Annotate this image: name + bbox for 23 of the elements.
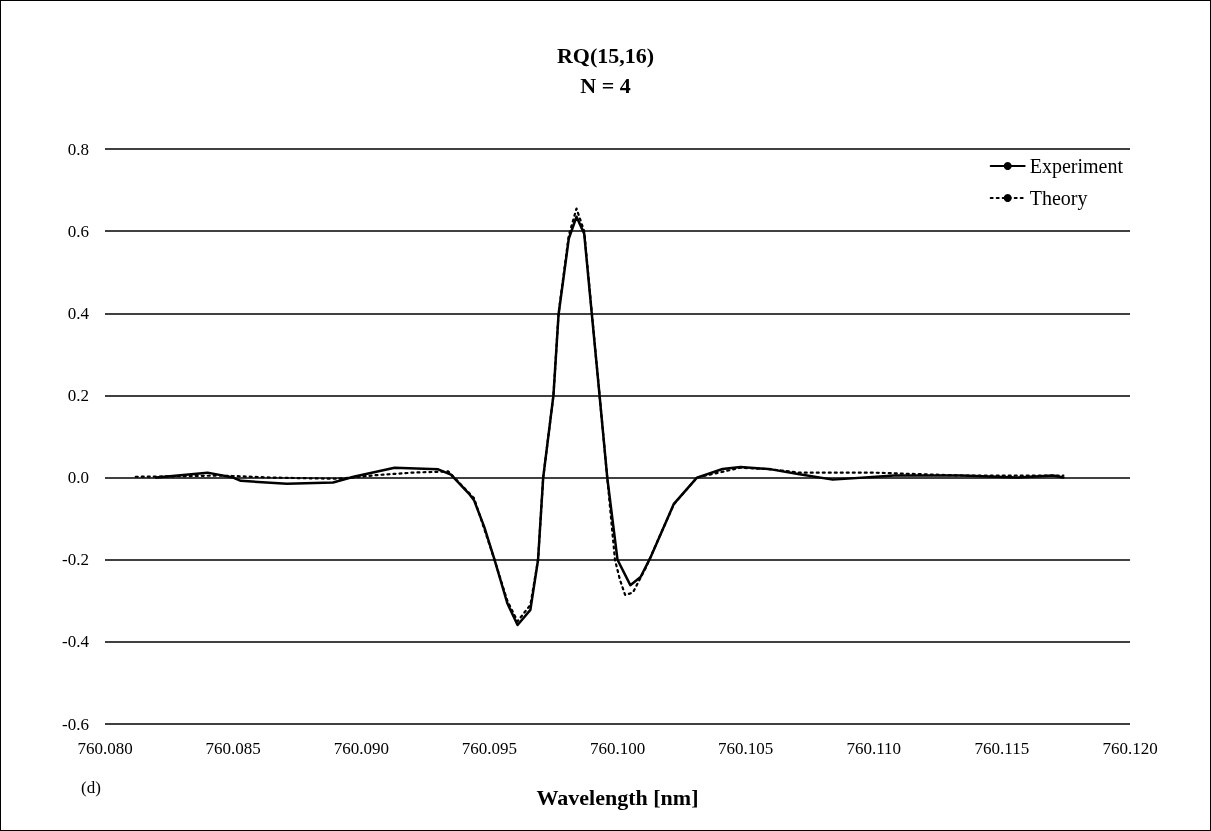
x-tick-label: 760.095 [461, 739, 517, 758]
chart-subtitle: N = 4 [580, 72, 631, 98]
x-tick-label: 760.105 [718, 739, 774, 758]
x-tick-label: 760.120 [1102, 739, 1158, 758]
x-tick-label: 760.100 [589, 739, 646, 758]
x-tick-label: 760.080 [77, 739, 133, 758]
chart-title: RQ(15,16) [556, 42, 655, 68]
x-axis-title: Wavelength [nm] [536, 784, 699, 810]
legend-label: Experiment [1029, 155, 1124, 178]
x-tick-label: 760.090 [333, 739, 389, 758]
y-tick-label: 0.2 [67, 385, 89, 405]
y-tick-label: 0.4 [67, 303, 90, 323]
y-tick-label: -0.2 [62, 550, 89, 570]
legend-label: Theory [1029, 187, 1088, 210]
y-tick-label: 0.0 [67, 468, 89, 488]
x-tick-label: 760.110 [846, 739, 902, 758]
x-tick-label: 760.115 [974, 739, 1030, 758]
y-tick-label: -0.6 [62, 714, 89, 734]
y-tick-label: -0.4 [62, 632, 90, 652]
y-tick-label: 0.8 [67, 139, 89, 159]
y-tick-label: 0.6 [67, 221, 89, 241]
text: (d) [81, 778, 101, 797]
x-tick-label: 760.085 [205, 739, 261, 758]
